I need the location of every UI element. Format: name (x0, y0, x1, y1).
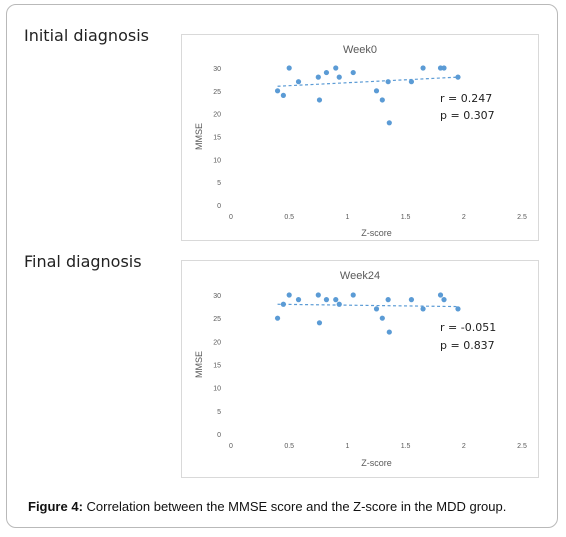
chart-week24: Week24 0 5 10 15 20 25 30 0 0.5 1 1.5 2 2.5 Z-score MMS… (181, 260, 539, 478)
data-point (280, 92, 286, 98)
data-point (455, 74, 461, 80)
data-point (280, 301, 286, 307)
caption-text: Correlation between the MMSE score and t… (82, 499, 507, 514)
y-tick-label: 10 (213, 157, 221, 164)
trendline (277, 303, 458, 308)
x-tick-label: 0 (229, 443, 233, 450)
data-point (323, 69, 330, 76)
data-point (315, 292, 321, 298)
trendline (277, 76, 459, 87)
data-point (386, 120, 392, 126)
y-tick-label: 30 (213, 293, 221, 300)
y-tick-label: 25 (213, 89, 221, 96)
data-point (420, 65, 426, 71)
data-point (441, 297, 447, 303)
data-point (373, 88, 380, 94)
data-point (316, 320, 323, 326)
x-tick-label: 1.5 (401, 214, 411, 221)
x-tick-label: 2.5 (517, 214, 527, 221)
y-tick-label: 15 (213, 363, 221, 370)
r-value-annotation: r = 0.247 (440, 92, 492, 105)
data-point (455, 306, 461, 312)
data-point (408, 79, 415, 85)
data-point (286, 65, 292, 71)
x-tick-label: 1.5 (401, 443, 411, 450)
data-point (350, 69, 356, 76)
y-tick-label: 25 (213, 316, 221, 323)
x-tick-label: 0.5 (284, 214, 294, 221)
x-tick-label: 0.5 (284, 443, 294, 450)
data-point (333, 65, 339, 71)
final-diagnosis-heading: Final diagnosis (24, 252, 142, 271)
data-point (336, 74, 342, 80)
y-axis-label: MMSE (194, 351, 204, 378)
data-point (385, 297, 391, 303)
x-axis-label: Z-score (361, 458, 392, 468)
data-point (295, 297, 302, 303)
y-tick-label: 20 (213, 339, 221, 346)
data-point (323, 297, 330, 303)
data-point (420, 306, 426, 312)
y-tick-label: 0 (217, 203, 221, 210)
chart-title: Week0 (343, 44, 377, 56)
x-tick-label: 1 (345, 214, 349, 221)
data-point (295, 79, 302, 85)
y-tick-label: 15 (213, 135, 221, 142)
r-value-annotation: r = -0.051 (440, 321, 496, 334)
chart-week0-svg: Week0 0 5 10 15 20 25 30 0 0.5 1 1.5 2 2.5 Z-score MMSE… (194, 44, 527, 238)
figure-caption: Figure 4: Correlation between the MMSE s… (28, 499, 506, 514)
x-tick-label: 2 (462, 443, 466, 450)
y-tick-label: 0 (217, 432, 221, 439)
data-point (350, 292, 356, 298)
chart-title: Week24 (340, 270, 380, 282)
data-point (316, 97, 323, 103)
data-point (379, 97, 385, 103)
data-point (386, 329, 392, 335)
y-tick-label: 30 (213, 66, 221, 73)
chart-week24-svg: Week24 0 5 10 15 20 25 30 0 0.5 1 1.5 2 2.5 Z-score MMS… (194, 270, 527, 468)
x-axis-label: Z-score (361, 228, 392, 238)
x-tick-label: 2 (462, 214, 466, 221)
y-tick-label: 5 (217, 180, 221, 187)
caption-label: Figure 4: (28, 499, 83, 514)
y-tick-label: 5 (217, 409, 221, 416)
data-point (274, 315, 281, 321)
p-value-annotation: p = 0.837 (440, 339, 495, 352)
data-point (333, 297, 339, 303)
p-value-annotation: p = 0.307 (440, 109, 495, 122)
y-axis-label: MMSE (194, 123, 204, 150)
data-point (274, 88, 281, 94)
data-point (286, 292, 292, 298)
initial-diagnosis-heading: Initial diagnosis (24, 26, 149, 45)
data-point (315, 74, 321, 80)
x-tick-label: 1 (345, 443, 349, 450)
data-point (441, 65, 447, 71)
y-tick-label: 20 (213, 112, 221, 119)
data-point (379, 315, 385, 321)
x-tick-label: 2.5 (517, 443, 527, 450)
data-point (437, 292, 444, 298)
data-point (385, 79, 391, 85)
x-tick-label: 0 (229, 214, 233, 221)
data-point (408, 297, 415, 303)
data-point (336, 301, 342, 307)
y-tick-label: 10 (213, 386, 221, 393)
data-point (373, 306, 380, 312)
chart-week0: Week0 0 5 10 15 20 25 30 0 0.5 1 1.5 2 2.5 Z-score MMSE… (181, 34, 539, 241)
